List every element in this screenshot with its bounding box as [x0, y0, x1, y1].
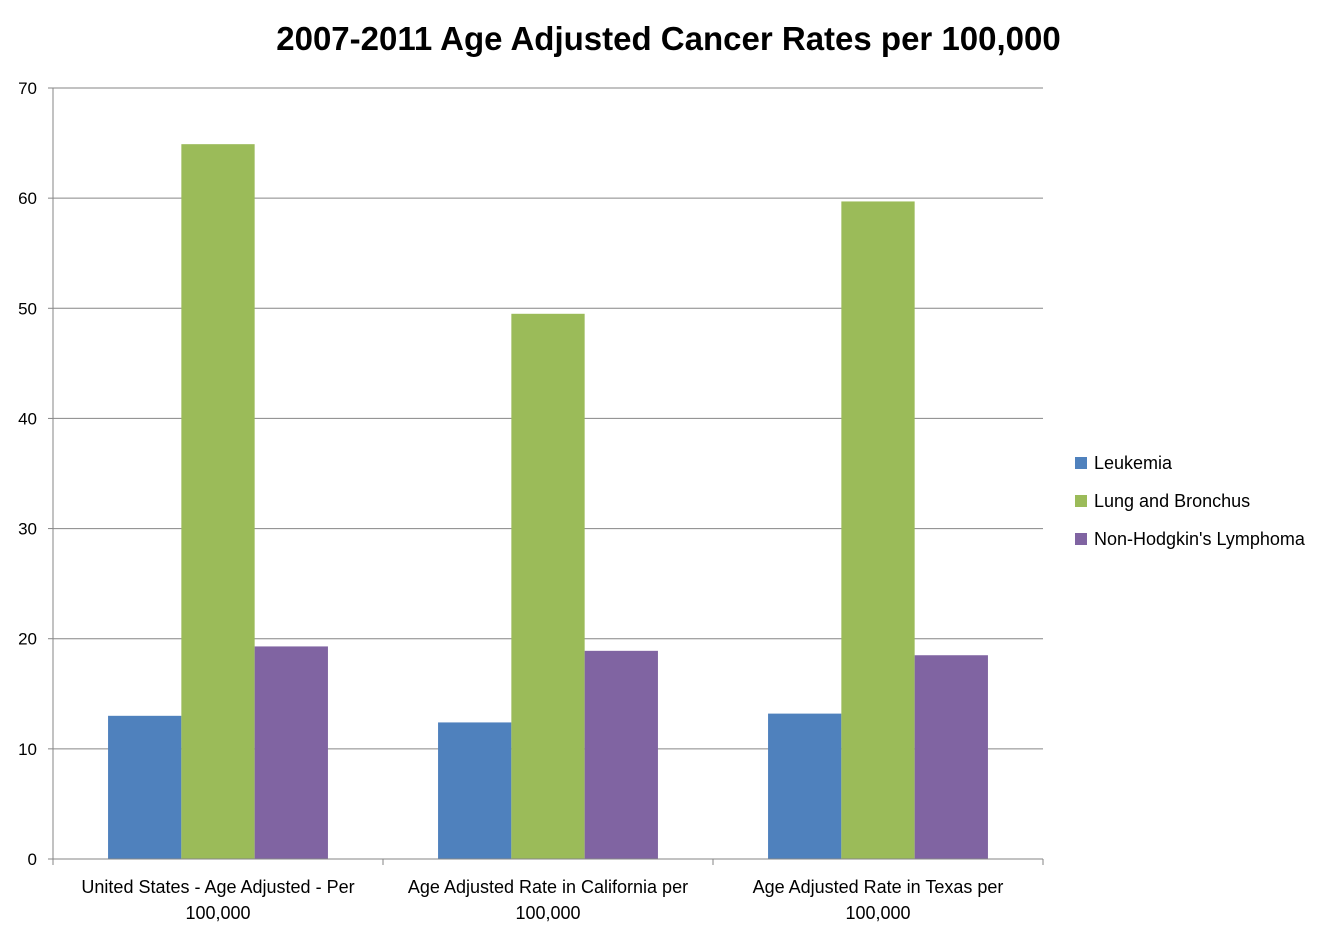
legend-label: Lung and Bronchus [1094, 491, 1250, 511]
x-category-label: 100,000 [515, 903, 580, 923]
y-tick-label: 50 [18, 299, 37, 318]
y-tick-label: 0 [28, 850, 37, 869]
y-tick-label: 40 [18, 409, 37, 428]
bar-non-hodgkin-s-lymphoma [914, 655, 988, 859]
bar-non-hodgkin-s-lymphoma [584, 650, 658, 859]
legend-swatch [1075, 457, 1087, 469]
bar-non-hodgkin-s-lymphoma [254, 646, 328, 859]
bars [108, 144, 988, 859]
bar-leukemia [108, 715, 182, 859]
bar-leukemia [768, 713, 842, 859]
legend-swatch [1075, 495, 1087, 507]
y-tick-label: 70 [18, 79, 37, 98]
legend: Leukemia Lung and Bronchus Non-Hodgkin's L… [1075, 453, 1306, 549]
x-category-label: 100,000 [845, 903, 910, 923]
x-category-label: Age Adjusted Rate in California per [408, 877, 688, 897]
legend-label: Non-Hodgkin's Lymphoma [1094, 529, 1306, 549]
y-tick-label: 10 [18, 740, 37, 759]
y-tick-label: 60 [18, 189, 37, 208]
chart-title: 2007-2011 Age Adjusted Cancer Rates per … [276, 20, 1061, 57]
legend-label: Leukemia [1094, 453, 1173, 473]
y-tick-label: 20 [18, 630, 37, 649]
bar-lung-and-bronchus [841, 201, 915, 859]
x-category-label: Age Adjusted Rate in Texas per [753, 877, 1004, 897]
axes: 0 10 20 30 40 50 60 70 United States - Age Adjus… [18, 79, 1044, 923]
bar-lung-and-bronchus [181, 144, 255, 859]
x-category-label: United States - Age Adjusted - Per [81, 877, 354, 897]
legend-swatch [1075, 533, 1087, 545]
x-category-label: 100,000 [185, 903, 250, 923]
y-tick-label: 30 [18, 520, 37, 539]
bar-leukemia [438, 722, 512, 859]
bar-lung-and-bronchus [511, 313, 585, 859]
